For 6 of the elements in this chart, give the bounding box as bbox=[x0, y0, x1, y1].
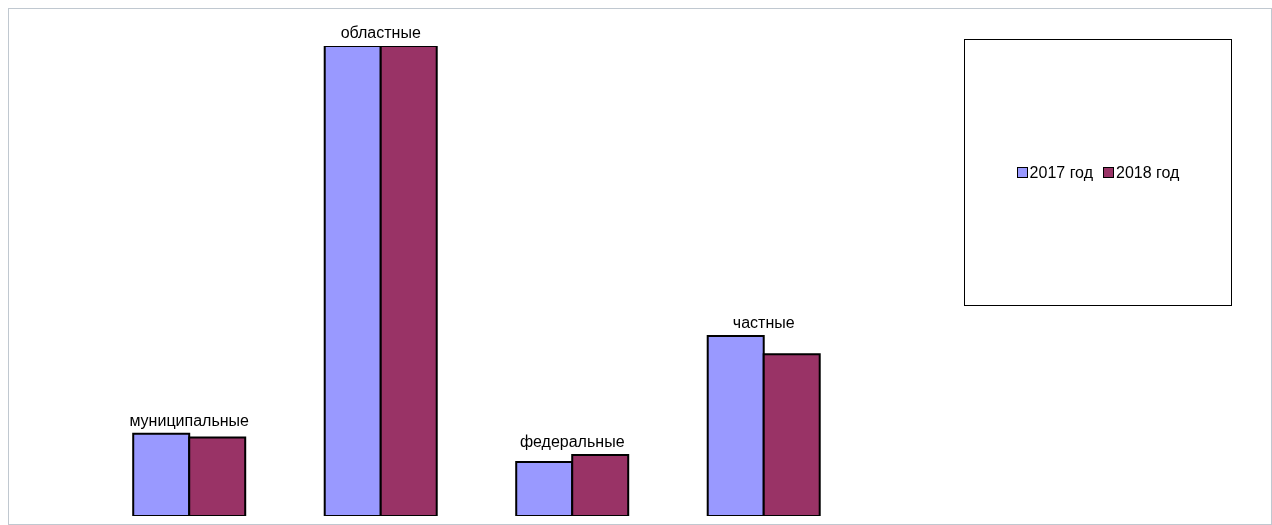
legend-label: 2017 год bbox=[1029, 163, 1093, 182]
x-tick-label: частные bbox=[732, 313, 795, 331]
x-tick-label: областные bbox=[340, 24, 421, 41]
legend-label: 2018 год bbox=[1116, 163, 1180, 182]
x-tick-label: муниципальные bbox=[129, 411, 250, 429]
x-tick-label: федеральные bbox=[519, 432, 625, 450]
